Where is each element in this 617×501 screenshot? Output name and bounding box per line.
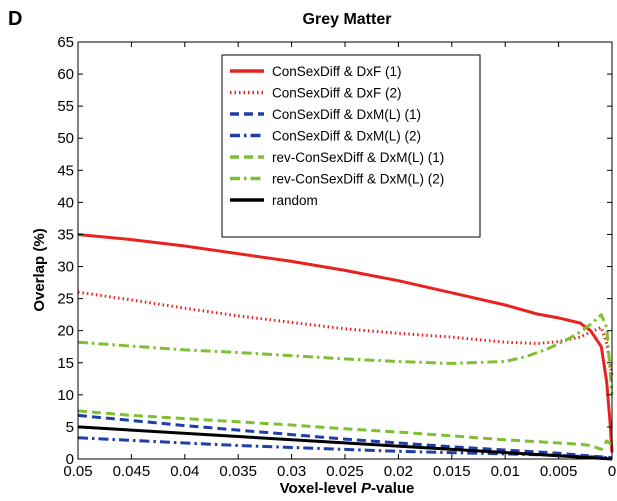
plot-series-group bbox=[77, 233, 614, 461]
legend-label-7: random bbox=[272, 193, 318, 208]
y-tick-label: 50 bbox=[57, 130, 74, 147]
series-line-4 bbox=[77, 436, 613, 460]
panel-label: D bbox=[8, 8, 22, 30]
y-tick-label: 35 bbox=[57, 226, 74, 243]
y-axis-label: Overlap (%) bbox=[31, 228, 48, 311]
x-tick-label: 0.01 bbox=[491, 463, 520, 480]
y-tick-label: 25 bbox=[57, 291, 74, 308]
y-tick-label: 45 bbox=[57, 162, 74, 179]
y-tick-label: 30 bbox=[57, 259, 74, 276]
legend-label-1: ConSexDiff & DxF (1) bbox=[272, 64, 402, 79]
x-tick-label: 0.015 bbox=[433, 463, 471, 480]
x-axis-label-prefix: Voxel-level bbox=[280, 480, 361, 497]
x-tick-label: 0.02 bbox=[384, 463, 413, 480]
x-tick-label: 0.035 bbox=[219, 463, 257, 480]
x-tick-label: 0.05 bbox=[63, 463, 92, 480]
series-line-7 bbox=[77, 425, 613, 461]
y-tick-label: 60 bbox=[57, 66, 74, 83]
x-axis-label-italic: P bbox=[361, 480, 372, 497]
y-tick-label: 40 bbox=[57, 194, 74, 211]
chart-title: Grey Matter bbox=[303, 11, 392, 28]
x-tick-label: 0.045 bbox=[113, 463, 151, 480]
series-line-5 bbox=[77, 409, 613, 451]
x-tick-label: 0.025 bbox=[326, 463, 364, 480]
legend-box bbox=[221, 54, 481, 238]
y-tick-label: 15 bbox=[57, 355, 74, 372]
x-tick-label: 0 bbox=[608, 463, 616, 480]
legend-label-6: rev-ConSexDiff & DxM(L) (2) bbox=[272, 172, 444, 187]
y-tick-label: 20 bbox=[57, 323, 74, 340]
x-tick-label: 0.005 bbox=[540, 463, 578, 480]
x-tick-label: 0.03 bbox=[277, 463, 306, 480]
x-axis-label: Voxel-level P-value bbox=[280, 480, 415, 497]
series-line-3 bbox=[77, 413, 613, 460]
y-tick-label: 5 bbox=[66, 419, 74, 436]
series-line-1 bbox=[77, 233, 614, 453]
y-tick-label: 10 bbox=[57, 387, 74, 404]
y-tick-label: 65 bbox=[57, 34, 74, 51]
axis-ticks-group: 0.05 0.045 0.04 0.035 0.03 0.025 0.02 0.015 0.01… bbox=[57, 34, 616, 480]
series-line-6 bbox=[77, 313, 614, 395]
x-tick-label: 0.04 bbox=[170, 463, 199, 480]
x-axis-label-suffix: -value bbox=[371, 480, 414, 497]
series-line-2 bbox=[77, 290, 614, 376]
legend: ConSexDiff & DxF (1) ConSexDiff & DxF (2)… bbox=[221, 54, 481, 238]
legend-label-2: ConSexDiff & DxF (2) bbox=[272, 86, 402, 101]
y-tick-label: 0 bbox=[66, 451, 74, 468]
y-tick-label: 55 bbox=[57, 98, 74, 115]
legend-label-4: ConSexDiff & DxM(L) (2) bbox=[272, 129, 421, 144]
legend-label-5: rev-ConSexDiff & DxM(L) (1) bbox=[272, 150, 444, 165]
legend-label-3: ConSexDiff & DxM(L) (1) bbox=[272, 107, 421, 122]
